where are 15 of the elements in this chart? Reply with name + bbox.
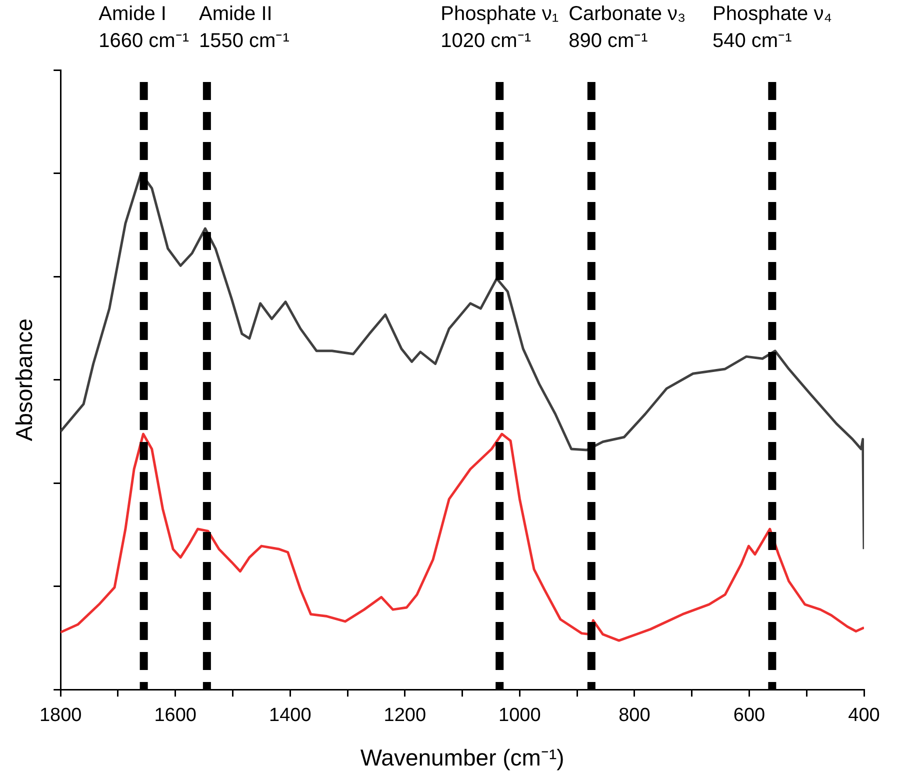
y-axis-title: Absorbance [11, 318, 38, 442]
ref-line-label: Amide II 1550 cm⁻¹ [198, 3, 290, 52]
x-tick-label: 800 [618, 705, 650, 726]
x-tick-label: 600 [733, 705, 766, 726]
x-tick-label: 1400 [269, 705, 312, 726]
x-tick-label: 1800 [39, 705, 82, 726]
ref-line-label: Carbonate ν₃ 890 cm⁻¹ [568, 3, 686, 52]
ref-line-label: Phosphate ν₄ 540 cm⁻¹ [712, 3, 832, 52]
x-tick-label: 1600 [154, 705, 197, 726]
x-tick-label: 1200 [384, 705, 426, 726]
ref-line-label: Amide I 1660 cm⁻¹ [98, 3, 190, 52]
x-axis-title: Wavenumber (cm⁻¹) [360, 744, 564, 771]
x-tick-label: 400 [848, 705, 880, 726]
x-tick-label: 1000 [498, 705, 541, 726]
ref-line-label: Phosphate ν₁ 1020 cm⁻¹ [440, 3, 559, 52]
